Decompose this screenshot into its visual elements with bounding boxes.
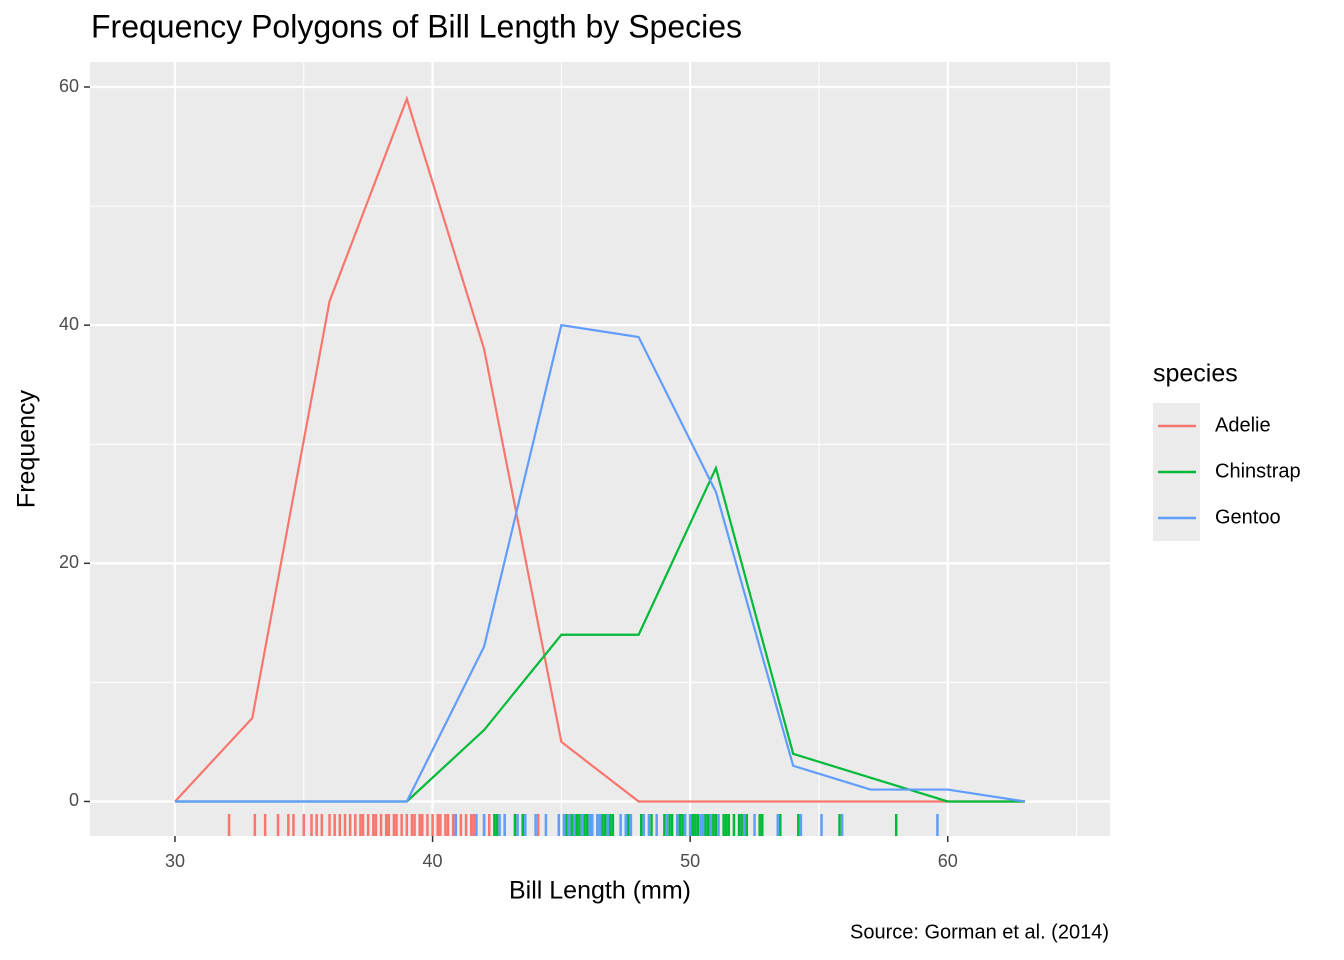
y-tick-label: 0 (69, 790, 79, 810)
legend-title: species (1153, 360, 1238, 388)
x-axis-title: Bill Length (mm) (509, 877, 691, 905)
legend-label: Chinstrap (1215, 460, 1301, 482)
y-tick-label: 60 (59, 76, 79, 96)
series-line (174, 95, 1025, 803)
x-tick-label: 40 (423, 851, 443, 871)
x-tick-label: 60 (938, 851, 958, 871)
y-tick-label: 20 (59, 552, 79, 572)
legend-label: Gentoo (1215, 506, 1281, 528)
panel (90, 62, 1110, 836)
x-tick-label: 50 (680, 851, 700, 871)
x-tick-label: 30 (165, 851, 185, 871)
y-tick-label: 40 (59, 314, 79, 334)
caption: Source: Gorman et al. (2014) (850, 921, 1109, 943)
chart-title: Frequency Polygons of Bill Length by Spe… (91, 8, 742, 44)
series-line (175, 323, 1026, 803)
y-axis-title: Frequency (13, 389, 41, 508)
legend-label: Adelie (1215, 414, 1271, 436)
